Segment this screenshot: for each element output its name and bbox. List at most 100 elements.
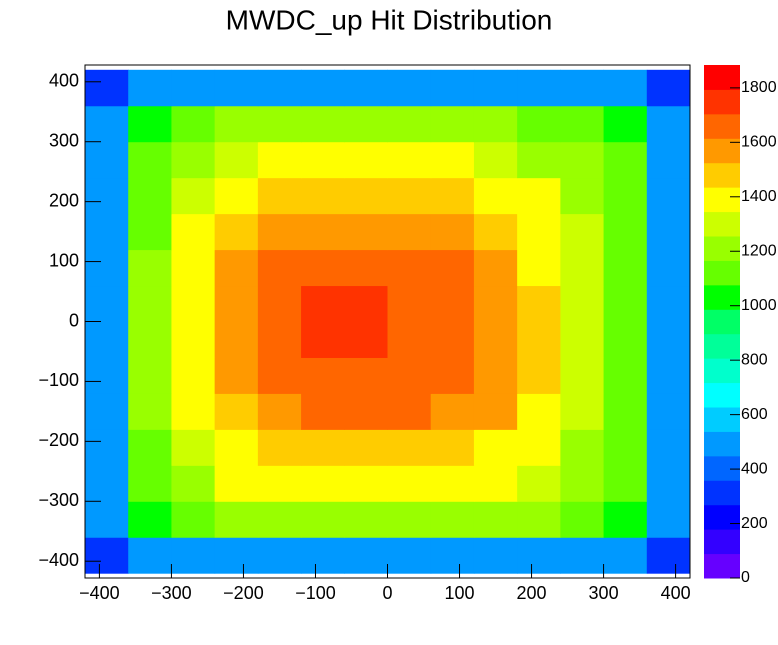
heat-cell bbox=[257, 213, 302, 251]
heat-cell bbox=[344, 69, 388, 107]
heat-cell bbox=[85, 105, 129, 143]
heat-cell bbox=[214, 69, 259, 107]
heat-cell bbox=[214, 249, 259, 287]
heat-cell bbox=[473, 105, 518, 143]
heat-cell bbox=[560, 321, 605, 358]
heat-cell bbox=[257, 177, 302, 215]
color-bar-step bbox=[704, 65, 740, 90]
color-bar-step bbox=[704, 431, 740, 457]
heat-cell bbox=[473, 69, 518, 107]
heat-cell bbox=[430, 141, 475, 179]
heat-cell bbox=[171, 465, 216, 502]
color-bar-step bbox=[704, 529, 740, 555]
heat-cell bbox=[603, 249, 648, 287]
color-bar-step bbox=[704, 333, 740, 359]
heat-cell bbox=[344, 249, 388, 287]
heat-cell bbox=[85, 213, 129, 251]
heat-cell bbox=[128, 285, 172, 322]
heat-cell bbox=[517, 141, 561, 179]
heat-cell bbox=[128, 249, 172, 287]
heat-cell bbox=[646, 177, 691, 215]
heat-cell bbox=[257, 357, 302, 394]
heat-cell bbox=[214, 537, 259, 574]
y-tick-label: 400 bbox=[49, 71, 79, 91]
heat-cell bbox=[517, 285, 561, 322]
heat-cell bbox=[85, 285, 129, 322]
heat-cell bbox=[171, 177, 216, 215]
heat-cell bbox=[344, 213, 388, 251]
heat-cell bbox=[603, 429, 648, 466]
heat-cell bbox=[387, 285, 432, 322]
heat-cell bbox=[344, 141, 388, 179]
heat-cell bbox=[430, 105, 475, 143]
heat-cell bbox=[473, 285, 518, 322]
heat-cell bbox=[517, 321, 561, 358]
heat-cell bbox=[430, 429, 475, 466]
heat-cell bbox=[301, 105, 345, 143]
heat-cell bbox=[128, 105, 172, 143]
heat-cell bbox=[387, 537, 432, 574]
heat-cell bbox=[301, 285, 345, 322]
heat-cell bbox=[387, 393, 432, 430]
heat-cell bbox=[171, 105, 216, 143]
color-bar-step bbox=[704, 382, 740, 408]
heat-cell bbox=[128, 501, 172, 538]
heat-cell bbox=[560, 393, 605, 430]
heat-cell bbox=[85, 141, 129, 179]
heat-cell bbox=[128, 177, 172, 215]
z-tick-label: 600 bbox=[741, 406, 768, 423]
heat-cell bbox=[214, 393, 259, 430]
heat-cell bbox=[171, 537, 216, 574]
heat-cell bbox=[517, 105, 561, 143]
heat-cell bbox=[387, 465, 432, 502]
x-tick-label: −100 bbox=[295, 583, 336, 603]
heat-cell bbox=[387, 429, 432, 466]
heat-cell bbox=[560, 177, 605, 215]
heat-cell bbox=[301, 249, 345, 287]
heat-cell bbox=[517, 537, 561, 574]
heat-cell bbox=[128, 465, 172, 502]
heat-cell bbox=[430, 537, 475, 574]
heat-cell bbox=[214, 213, 259, 251]
heat-cell bbox=[387, 141, 432, 179]
heat-cell bbox=[301, 465, 345, 502]
heat-cell bbox=[560, 213, 605, 251]
heat-cell bbox=[85, 501, 129, 538]
y-tick-label: −200 bbox=[38, 430, 79, 450]
heat-cell bbox=[560, 105, 605, 143]
heat-cell bbox=[257, 141, 302, 179]
heat-cell bbox=[344, 537, 388, 574]
heat-cell bbox=[430, 465, 475, 502]
heat-cell bbox=[301, 69, 345, 107]
heat-cell bbox=[473, 537, 518, 574]
heat-cell bbox=[603, 285, 648, 322]
heat-cell bbox=[128, 141, 172, 179]
heat-cell bbox=[603, 177, 648, 215]
heat-cell bbox=[344, 393, 388, 430]
heat-cell bbox=[171, 213, 216, 251]
heat-cell bbox=[128, 69, 172, 107]
heat-cell bbox=[646, 249, 691, 287]
heat-cell bbox=[214, 429, 259, 466]
heat-cell bbox=[473, 501, 518, 538]
heat-cell bbox=[517, 429, 561, 466]
color-bar-step bbox=[704, 236, 740, 261]
heat-cell bbox=[85, 357, 129, 394]
heat-cell bbox=[646, 321, 691, 358]
heat-cell bbox=[473, 321, 518, 358]
heat-cell bbox=[257, 105, 302, 143]
heat-cell bbox=[128, 429, 172, 466]
heat-cell bbox=[430, 357, 475, 394]
heat-cell bbox=[517, 357, 561, 394]
heat-cell bbox=[473, 357, 518, 394]
heat-cell bbox=[473, 249, 518, 287]
y-tick-label: 0 bbox=[69, 310, 79, 330]
heat-cell bbox=[128, 321, 172, 358]
heat-cell bbox=[646, 465, 691, 502]
heat-cell bbox=[560, 429, 605, 466]
z-tick-label: 1400 bbox=[741, 188, 777, 205]
heat-cell bbox=[214, 285, 259, 322]
heat-cell bbox=[257, 249, 302, 287]
heat-cell bbox=[344, 357, 388, 394]
x-tick-label: −400 bbox=[79, 583, 120, 603]
